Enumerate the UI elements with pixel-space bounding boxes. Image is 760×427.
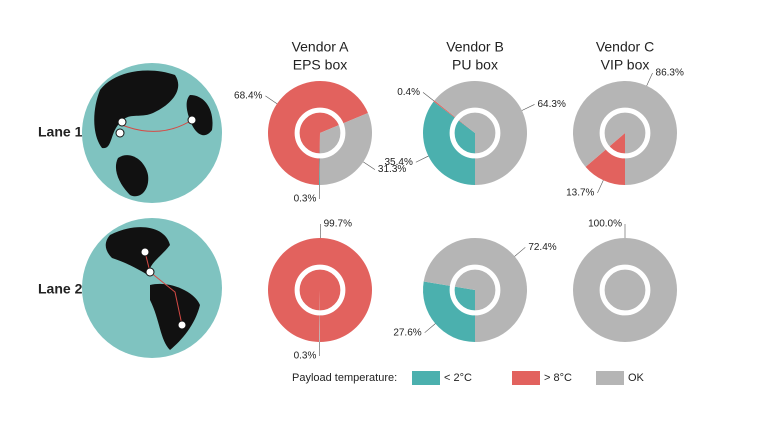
- row-label: Lane 2: [38, 281, 83, 297]
- value-label: 68.4%: [234, 91, 262, 102]
- pie-slice: [268, 81, 368, 185]
- pie-slice: [573, 81, 678, 185]
- inner-ring: [294, 264, 346, 316]
- pie-slice: [573, 238, 677, 342]
- pie-slice: [423, 238, 527, 342]
- column-header: VIP box: [601, 57, 650, 73]
- value-label: 0.3%: [294, 194, 317, 205]
- value-label: 13.7%: [566, 188, 594, 199]
- leader-line: [422, 92, 435, 102]
- globe-lane-2: [82, 218, 222, 358]
- value-label: 86.3%: [656, 68, 684, 79]
- value-label: 100.0%: [588, 219, 622, 230]
- value-label: 31.3%: [378, 164, 406, 175]
- leader-line: [514, 247, 526, 257]
- leader-line: [646, 72, 653, 86]
- inner-ring: [599, 107, 651, 159]
- pie-slice: [423, 101, 475, 185]
- row-label: Lane 1: [38, 124, 83, 140]
- column-header: EPS box: [293, 57, 347, 73]
- pie-slice: [434, 81, 527, 185]
- inner-ring: [449, 264, 501, 316]
- value-label: 64.3%: [538, 99, 566, 110]
- leader-line: [597, 180, 604, 194]
- pie-slice: [320, 112, 373, 185]
- column-header: Vendor B: [446, 39, 504, 55]
- pie-slice: [422, 281, 475, 342]
- globe-lane-1: [82, 63, 222, 203]
- value-label: 27.6%: [393, 327, 421, 338]
- pie-slice: [268, 238, 373, 342]
- inner-ring: [449, 107, 501, 159]
- leader-line: [363, 161, 376, 170]
- legend-swatch: [512, 371, 540, 385]
- inner-ring: [599, 264, 651, 316]
- column-header: Vendor A: [292, 39, 349, 55]
- column-header: Vendor C: [596, 39, 654, 55]
- legend-label: > 8°C: [544, 372, 572, 384]
- legend-title: Payload temperature:: [292, 372, 397, 384]
- value-label: 0.3%: [294, 351, 317, 362]
- leader-line: [521, 104, 535, 111]
- legend-swatch: [412, 371, 440, 385]
- pie-slice: [585, 133, 625, 185]
- legend-label: OK: [628, 372, 645, 384]
- pie-slice: [433, 100, 475, 133]
- legend-label: < 2°C: [444, 372, 472, 384]
- value-label: 99.7%: [324, 219, 352, 230]
- inner-ring: [294, 107, 346, 159]
- leader-line: [415, 155, 429, 163]
- leader-line: [265, 95, 278, 105]
- legend: Payload temperature: < 2°C > 8°C OK: [292, 371, 645, 385]
- legend-swatch: [596, 371, 624, 385]
- pie-slice: [319, 133, 320, 185]
- value-label: 35.4%: [384, 157, 412, 168]
- value-label: 0.4%: [397, 87, 420, 98]
- pie-slice: [319, 290, 320, 342]
- column-header: PU box: [452, 57, 498, 73]
- leader-line: [424, 323, 436, 333]
- value-label: 72.4%: [528, 242, 556, 253]
